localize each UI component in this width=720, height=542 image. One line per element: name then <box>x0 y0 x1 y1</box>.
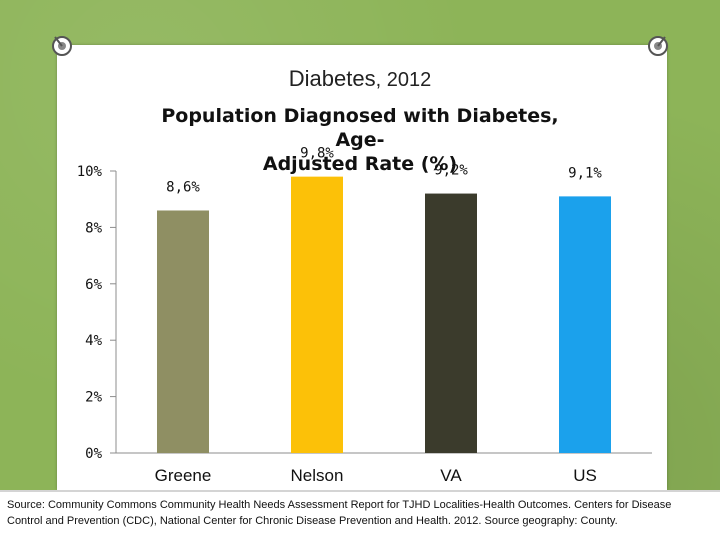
y-tick-label: 2% <box>85 390 102 406</box>
bar-nelson <box>291 176 343 453</box>
bar-va <box>425 193 477 453</box>
footer: Source: Community Commons Community Heal… <box>0 490 720 542</box>
data-label: 8,6% <box>166 179 200 195</box>
data-label: 9,8% <box>300 146 334 162</box>
x-tick-label: Nelson <box>291 466 344 485</box>
chart-title-line1: Population Diagnosed with Diabetes, Age- <box>161 105 559 151</box>
bar-greene <box>157 210 209 453</box>
y-tick-label: 0% <box>85 446 102 462</box>
y-tick-label: 6% <box>85 277 102 293</box>
pushpin-icon <box>52 36 72 56</box>
chart-title-line2: Adjusted Rate (%) <box>262 153 458 175</box>
title-year: , 2012 <box>375 69 432 91</box>
x-tick-label: US <box>573 466 597 485</box>
title-text: Diabetes <box>288 66 376 91</box>
y-tick-label: 4% <box>85 333 102 349</box>
data-label: 9,2% <box>434 163 468 179</box>
source-note: Source: Community Commons Community Heal… <box>7 499 672 527</box>
bar-us <box>559 196 611 453</box>
y-tick-label: 10% <box>77 164 103 180</box>
y-tick-label: 8% <box>85 220 102 236</box>
pushpin-icon <box>648 36 668 56</box>
chart-title: Population Diagnosed with Diabetes, Age-… <box>150 104 570 176</box>
x-tick-label: VA <box>440 466 462 485</box>
page-title: Diabetes, 2012 <box>0 66 720 92</box>
data-label: 9,1% <box>568 165 602 181</box>
x-tick-label: Greene <box>155 466 212 485</box>
